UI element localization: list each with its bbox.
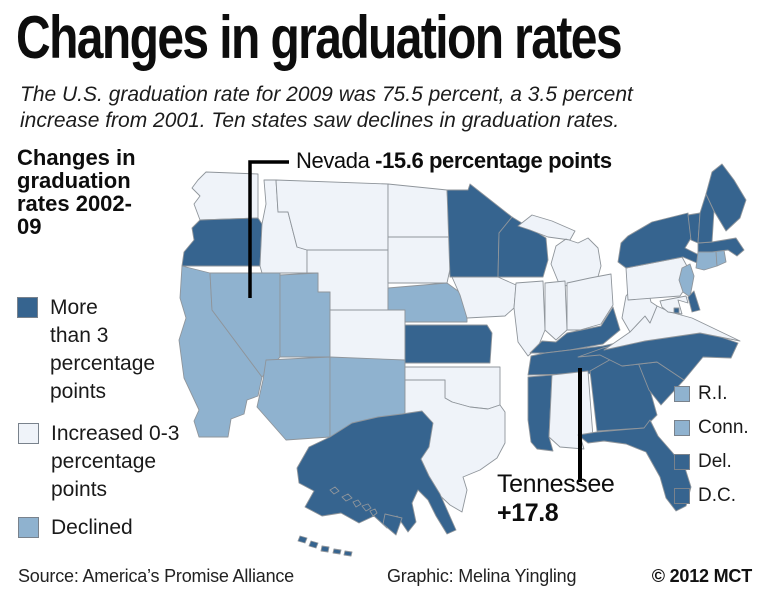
small-states-legend: R.I. Conn. Del. D.C. [674,383,749,507]
state-ND [387,183,451,238]
tennessee-annotation: Tennessee +17.8 [497,470,615,528]
small-state-row-conn: Conn. [674,417,749,439]
ri-swatch [674,386,690,402]
state-ME [705,163,747,232]
nevada-leader-line [248,160,289,298]
legend-label: Declined [51,516,133,539]
small-state-row-ri: R.I. [674,383,749,405]
state-MS [527,374,554,452]
state-IN [544,280,568,341]
footer-credit: Graphic: Melina Yingling [387,566,577,586]
del-swatch [674,454,690,470]
conn-swatch [674,420,690,436]
state-WA [191,171,259,221]
state-FL [577,419,692,512]
state-AZ [256,356,331,441]
tennessee-annotation-state: Tennessee [497,470,615,498]
footer-source: Source: America’s Promise Alliance [18,566,294,586]
page-title: Changes in graduation rates [16,4,623,71]
conn-label: Conn. [698,417,749,438]
dc-swatch [674,488,690,504]
subtitle: The U.S. graduation rate for 2009 was 75… [20,83,633,132]
state-NH [697,193,715,244]
legend-swatch-declined [18,517,39,538]
small-state-row-dc: D.C. [674,485,749,507]
state-CO [329,309,406,361]
state-OH [566,273,614,331]
states-group [178,163,747,557]
del-label: Del. [698,451,732,472]
state-UT [279,272,331,358]
nevada-annotation-value: -15.6 percentage points [375,148,612,173]
tennessee-annotation-value: +17.8 [497,499,559,527]
ri-label: R.I. [698,383,728,404]
state-HI [329,486,403,536]
footer-copyright: © 2012 MCT [651,566,752,586]
state-AK [296,410,457,557]
legend-swatch-more-than-3 [17,297,38,318]
state-RI [715,249,727,267]
state-IA [451,276,517,319]
nevada-annotation: Nevada -15.6 percentage points [296,148,612,174]
state-DC [673,307,680,314]
state-DE [687,290,701,313]
legend-label: Increased 0-3 percentage points [51,422,180,501]
legend-header: Changes in graduation rates 2002-09 [17,145,136,239]
state-KS [404,324,493,364]
state-MI [517,214,602,287]
legend-swatch-increased-0-3 [18,423,39,444]
state-MD [659,295,689,315]
state-SD [387,236,453,284]
legend-label: More than 3 percentage points [50,296,156,403]
state-CT [695,250,718,271]
state-NY [617,212,704,269]
dc-label: D.C. [698,485,736,506]
nevada-annotation-state: Nevada [296,148,370,173]
state-NE [387,282,468,323]
small-state-row-del: Del. [674,451,749,473]
